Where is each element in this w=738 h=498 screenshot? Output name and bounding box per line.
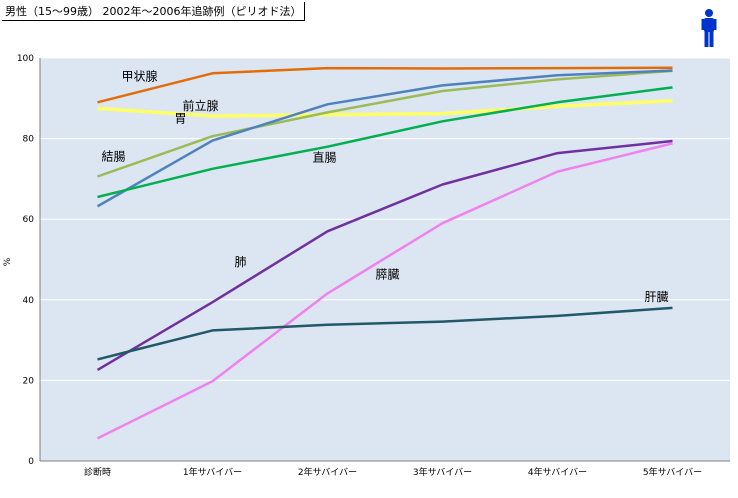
- x-tick-label: 2年サバイバー: [298, 466, 357, 478]
- series-line: [97, 306, 673, 361]
- series-label: 前立腺: [183, 98, 219, 113]
- y-tick-label: 40: [23, 296, 35, 306]
- y-tick-label: 0: [28, 457, 34, 467]
- series-label: 甲状腺: [122, 69, 158, 83]
- y-tick-label: 80: [23, 135, 35, 145]
- series-line: [97, 66, 673, 104]
- series-line: [96, 69, 673, 208]
- series-label: 直腸: [313, 151, 337, 165]
- series-line: [97, 98, 673, 118]
- x-tick-label: 5年サバイバー: [643, 466, 702, 478]
- series-label: 肝臓: [645, 290, 669, 304]
- series-line: [96, 139, 673, 371]
- series-line: [97, 69, 673, 178]
- x-tick-label: 3年サバイバー: [413, 466, 472, 478]
- series-label: 結腸: [102, 149, 126, 163]
- series-line: [97, 86, 673, 199]
- y-tick-label: 20: [23, 376, 35, 386]
- y-tick-label: 100: [17, 54, 34, 64]
- series-label: 膵臓: [376, 267, 400, 281]
- series-label: 胃: [175, 112, 187, 126]
- x-tick-label: 4年サバイバー: [528, 466, 587, 478]
- chart-title: 男性（15〜99歳） 2002年〜2006年追跡例（ピリオド法）: [2, 2, 306, 21]
- person-icon: [701, 9, 717, 47]
- y-axis-label: %: [3, 257, 13, 266]
- x-tick-label: 診断時: [84, 466, 111, 478]
- y-tick-label: 60: [23, 215, 35, 225]
- series-line: [96, 142, 673, 440]
- x-tick-label: 1年サバイバー: [183, 466, 242, 478]
- series-label: 肺: [235, 255, 247, 269]
